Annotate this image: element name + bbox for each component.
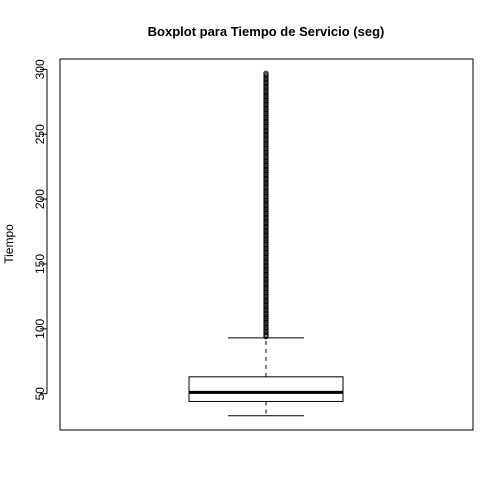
outliers-group (264, 71, 268, 339)
y-tick-label: 250 (33, 124, 47, 144)
box-group (189, 338, 343, 416)
y-tick-label: 100 (33, 318, 47, 338)
y-tick-label: 300 (33, 59, 47, 79)
y-axis: 50 100 150 200 250 300 (33, 59, 47, 400)
y-tick-label: 50 (33, 387, 47, 401)
interquartile-box (189, 377, 343, 402)
y-axis-label: Tiempo (2, 224, 16, 264)
y-tick-label: 200 (33, 189, 47, 209)
y-tick-label: 150 (33, 254, 47, 274)
chart-title: Boxplot para Tiempo de Servicio (seg) (148, 24, 385, 39)
